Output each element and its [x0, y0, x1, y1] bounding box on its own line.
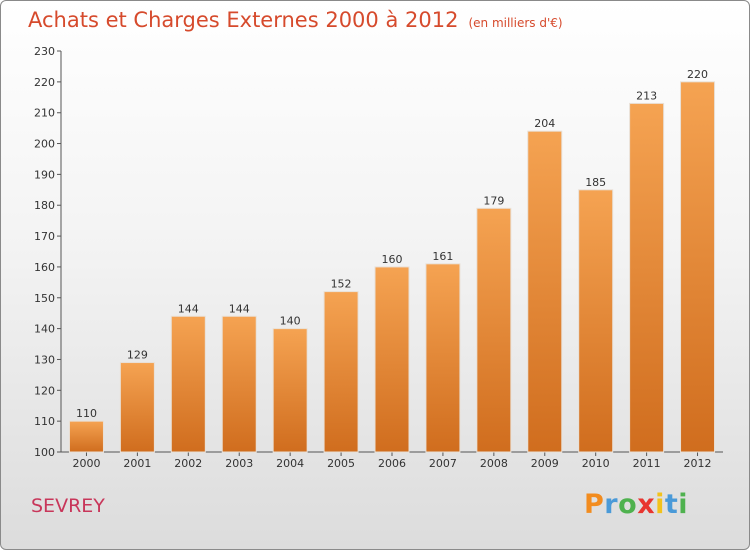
bar-value-label: 179 — [483, 194, 504, 207]
bar — [170, 315, 206, 453]
bar — [425, 263, 461, 453]
y-tick-label: 190 — [34, 168, 55, 181]
x-tick-label: 2005 — [327, 457, 355, 470]
bars — [68, 81, 716, 453]
logo-letter: i — [678, 489, 689, 520]
logo-letter: x — [637, 489, 656, 520]
proxiti-logo: Proxiti — [584, 489, 688, 520]
x-tick-label: 2012 — [684, 457, 712, 470]
bar-value-label: 220 — [687, 68, 708, 81]
bar — [119, 362, 155, 453]
y-tick-label: 210 — [34, 107, 55, 120]
y-tick-label: 230 — [34, 45, 55, 58]
bar — [221, 315, 257, 453]
x-tick-label: 2011 — [633, 457, 661, 470]
bar-value-label: 129 — [127, 349, 148, 362]
y-tick-label: 110 — [34, 415, 55, 428]
bar — [272, 328, 308, 453]
bar-value-label: 160 — [382, 253, 403, 266]
y-tick-label: 220 — [34, 76, 55, 89]
bar — [68, 420, 104, 453]
x-tick-label: 2007 — [429, 457, 457, 470]
bar — [476, 207, 512, 453]
axes: 100 110 120 130 140 150 160 170 180 190 200 210 220 2… — [34, 45, 723, 470]
logo-letter: i — [655, 489, 665, 520]
x-tick-label: 2004 — [276, 457, 304, 470]
x-tick-label: 2002 — [174, 457, 202, 470]
logo-letter: t — [664, 489, 679, 520]
y-tick-label: 150 — [34, 292, 55, 305]
town-name: SEVREY — [31, 495, 105, 517]
y-tick-label: 200 — [34, 138, 55, 151]
x-tick-label: 2008 — [480, 457, 508, 470]
bar-value-label: 110 — [76, 407, 97, 420]
logo-letter: P — [584, 489, 605, 520]
bar-value-label: 144 — [229, 302, 250, 315]
chart-title-text: Achats et Charges Externes 2000 à 2012 — [28, 8, 459, 32]
chart-title: Achats et Charges Externes 2000 à 2012 (e… — [28, 8, 563, 32]
y-tick-label: 100 — [34, 446, 55, 459]
x-tick-label: 2000 — [72, 457, 100, 470]
y-tick-label: 140 — [34, 323, 55, 336]
logo-letter: r — [604, 489, 619, 520]
x-tick-label: 2003 — [225, 457, 253, 470]
bar — [323, 291, 359, 453]
bar — [578, 189, 614, 453]
x-tick-label: 2001 — [123, 457, 151, 470]
logo-letter: o — [618, 489, 638, 520]
x-tick-label: 2010 — [582, 457, 610, 470]
bar-value-label: 152 — [331, 278, 352, 291]
bar-value-label: 185 — [585, 176, 606, 189]
x-tick-label: 2006 — [378, 457, 406, 470]
y-tick-label: 160 — [34, 261, 55, 274]
bar-value-label: 213 — [636, 89, 657, 102]
y-tick-label: 170 — [34, 230, 55, 243]
bar-value-label: 204 — [534, 117, 555, 130]
bar — [374, 266, 410, 453]
chart-subtitle: (en milliers d'€) — [468, 16, 563, 30]
bar-value-label: 144 — [178, 302, 199, 315]
bar-value-label: 140 — [280, 315, 301, 328]
bar — [629, 102, 665, 453]
y-tick-label: 130 — [34, 353, 55, 366]
x-tick-label: 2009 — [531, 457, 559, 470]
y-tick-label: 120 — [34, 384, 55, 397]
bar — [527, 130, 563, 453]
data-labels: 110 129 144 144 140 152 160 161 179 204 185 213 220 — [76, 68, 708, 420]
bar — [680, 81, 716, 453]
bar-value-label: 161 — [432, 250, 453, 263]
y-tick-label: 180 — [34, 199, 55, 212]
